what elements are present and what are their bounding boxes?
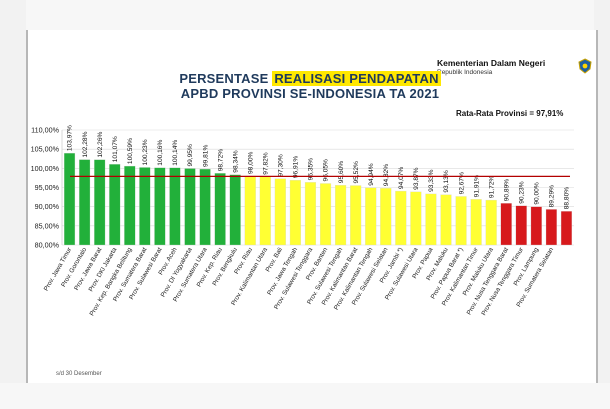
data-label: 90,23%	[518, 181, 525, 204]
bar	[500, 203, 512, 246]
bar	[425, 193, 437, 246]
bar	[289, 180, 301, 246]
data-label: 100,16%	[157, 140, 164, 166]
data-label: 98,72%	[217, 149, 224, 172]
bar	[259, 176, 271, 246]
bar	[304, 182, 317, 246]
bar	[184, 168, 196, 246]
bar	[455, 196, 467, 246]
ministry-header: Kementerian Dalam Negeri Republik Indone…	[437, 58, 545, 76]
bar	[515, 205, 527, 246]
y-tick-label: 95,00%	[35, 183, 60, 192]
data-label: 93,87%	[413, 167, 420, 190]
bar	[410, 191, 422, 246]
outer-background-bottom	[0, 383, 610, 409]
data-label: 95,60%	[338, 161, 345, 184]
data-label: 100,23%	[142, 139, 149, 165]
data-label: 91,91%	[473, 175, 480, 198]
data-label: 101,07%	[112, 136, 119, 162]
data-label: 94,07%	[398, 167, 405, 190]
bar	[440, 194, 452, 246]
bar	[109, 164, 121, 246]
bar	[169, 167, 181, 246]
data-label: 99,95%	[187, 144, 194, 167]
title-highlight: REALISASI PENDAPATAN	[272, 71, 441, 86]
bar	[560, 211, 573, 246]
y-tick-label: 80,00%	[35, 241, 60, 250]
bar	[79, 159, 91, 246]
data-label: 96,91%	[293, 156, 300, 179]
bar	[94, 159, 106, 246]
ministry-subtitle: Republik Indonesia	[437, 69, 493, 76]
data-label: 96,05%	[323, 159, 330, 182]
data-label: 100,59%	[127, 138, 134, 164]
bar	[395, 190, 407, 246]
chart-title: PERSENTASE REALISASI PENDAPATAN APBD PRO…	[120, 71, 500, 101]
bar	[545, 209, 557, 246]
bar	[124, 165, 136, 246]
bar	[214, 173, 226, 246]
outer-background-right	[594, 0, 610, 409]
data-label: 98,00%	[247, 151, 254, 174]
y-tick-label: 100,00%	[31, 164, 60, 173]
data-label: 93,13%	[443, 170, 450, 193]
bar	[530, 206, 542, 246]
data-label: 98,34%	[232, 150, 239, 173]
data-label: 91,72%	[488, 176, 495, 199]
outer-background-left	[0, 0, 26, 409]
data-label: 99,81%	[202, 145, 209, 168]
data-label: 93,33%	[428, 169, 435, 192]
data-label: 97,30%	[278, 154, 285, 177]
data-label: 90,00%	[534, 182, 541, 205]
average-label: Rata-Rata Provinsi = 97,91%	[456, 109, 564, 118]
bar	[63, 152, 76, 246]
data-label: 90,89%	[503, 179, 510, 202]
bar	[229, 174, 241, 246]
bar	[199, 168, 211, 246]
ministry-seal-icon	[578, 58, 592, 74]
title-prefix: PERSENTASE	[179, 71, 273, 86]
y-tick-label: 110,00%	[31, 126, 59, 135]
bar	[485, 199, 497, 246]
data-label: 97,82%	[262, 152, 269, 175]
bar	[335, 185, 347, 246]
data-label: 100,14%	[172, 140, 179, 166]
y-tick-label: 105,00%	[31, 145, 60, 154]
data-label: 88,80%	[564, 187, 571, 210]
data-label: 102,28%	[82, 131, 89, 157]
data-label: 92,67%	[458, 172, 465, 195]
data-label: 103,97%	[67, 125, 74, 151]
ministry-name: Kementerian Dalam Negeri	[437, 58, 546, 68]
bar	[244, 175, 256, 246]
data-label: 102,26%	[97, 132, 104, 158]
bar	[470, 199, 482, 246]
bar	[380, 188, 392, 246]
y-tick-label: 90,00%	[35, 202, 60, 211]
data-label: 96,35%	[308, 158, 315, 181]
data-label: 94,94%	[368, 163, 375, 186]
bar	[139, 167, 151, 246]
bar	[365, 187, 377, 246]
outer-background-top	[0, 0, 610, 30]
y-tick-label: 85,00%	[35, 221, 60, 230]
footnote: s/d 30 Desember	[56, 371, 102, 377]
bar	[319, 183, 332, 246]
data-label: 94,82%	[383, 164, 390, 187]
title-line-2: APBD PROVINSI SE-INDONESIA TA 2021	[180, 86, 440, 101]
data-label: 89,29%	[549, 185, 556, 208]
bar	[274, 178, 286, 246]
data-label: 95,52%	[353, 161, 360, 184]
bar	[350, 185, 362, 246]
bar	[154, 167, 166, 246]
